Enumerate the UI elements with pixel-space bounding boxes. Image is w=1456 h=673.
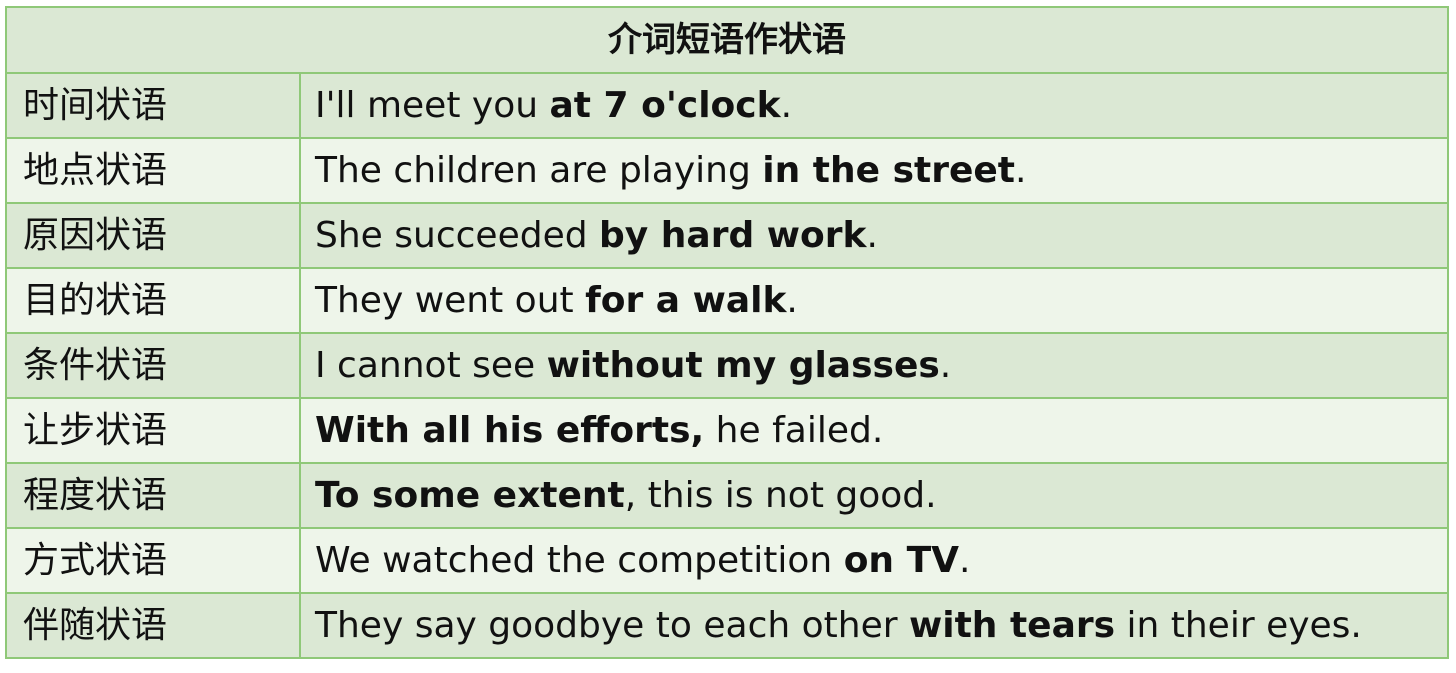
- table-row: 条件状语 I cannot see without my glasses.: [5, 332, 1449, 399]
- row-sentence: They went out for a walk.: [299, 267, 1449, 334]
- sentence-text: .: [866, 215, 878, 256]
- sentence-text: .: [959, 540, 971, 581]
- sentence-text: .: [1015, 150, 1027, 191]
- sentence-text: We watched the competition: [315, 540, 844, 581]
- table-row: 地点状语 The children are playing in the str…: [5, 137, 1449, 204]
- sentence-phrase: without my glasses: [546, 345, 940, 386]
- sentence-phrase: at 7 o'clock: [549, 85, 781, 126]
- table-row: 时间状语 I'll meet you at 7 o'clock.: [5, 72, 1449, 139]
- sentence-phrase: with tears: [908, 605, 1116, 646]
- sentence-text: I cannot see: [315, 345, 547, 386]
- sentence-phrase: by hard work: [599, 215, 867, 256]
- row-label: 条件状语: [5, 332, 301, 399]
- row-sentence: With all his efforts, he failed.: [299, 397, 1449, 464]
- sentence-text: .: [939, 345, 952, 386]
- table-row: 方式状语 We watched the competition on TV.: [5, 527, 1449, 594]
- sentence-text: in their eyes.: [1115, 605, 1362, 646]
- sentence-text: .: [780, 85, 793, 126]
- row-sentence: I cannot see without my glasses.: [299, 332, 1449, 399]
- row-sentence: To some extent, this is not good.: [299, 462, 1449, 529]
- sentence-phrase: With all his efforts,: [315, 410, 705, 451]
- row-sentence: They say goodbye to each other with tear…: [299, 592, 1449, 659]
- adverbial-table: 介词短语作状语 时间状语 I'll meet you at 7 o'clock.…: [5, 6, 1449, 659]
- sentence-phrase: To some extent: [315, 475, 625, 516]
- row-sentence: She succeeded by hard work.: [299, 202, 1449, 269]
- table-title: 介词短语作状语: [5, 6, 1449, 74]
- row-label: 目的状语: [5, 267, 301, 334]
- sentence-phrase: on TV: [843, 540, 959, 581]
- table-row: 伴随状语 They say goodbye to each other with…: [5, 592, 1449, 659]
- row-label: 伴随状语: [5, 592, 301, 659]
- row-label: 原因状语: [5, 202, 301, 269]
- row-sentence: I'll meet you at 7 o'clock.: [299, 72, 1449, 139]
- table-row: 原因状语 She succeeded by hard work.: [5, 202, 1449, 269]
- sentence-text: They went out: [315, 280, 586, 321]
- row-label: 让步状语: [5, 397, 301, 464]
- row-sentence: We watched the competition on TV.: [299, 527, 1449, 594]
- row-label: 程度状语: [5, 462, 301, 529]
- adverbial-table-container: 介词短语作状语 时间状语 I'll meet you at 7 o'clock.…: [5, 6, 1449, 659]
- sentence-text: She succeeded: [315, 215, 600, 256]
- sentence-text: he failed.: [704, 410, 884, 451]
- sentence-text: , this is not good.: [624, 475, 937, 516]
- row-label: 时间状语: [5, 72, 301, 139]
- table-row: 程度状语 To some extent, this is not good.: [5, 462, 1449, 529]
- sentence-text: I'll meet you: [315, 85, 550, 126]
- sentence-phrase: in the street: [762, 150, 1016, 191]
- row-label: 方式状语: [5, 527, 301, 594]
- sentence-text: .: [786, 280, 798, 321]
- table-row: 让步状语 With all his efforts, he failed.: [5, 397, 1449, 464]
- sentence-text: They say goodbye to each other: [315, 605, 909, 646]
- sentence-text: The children are playing: [315, 150, 763, 191]
- table-row: 目的状语 They went out for a walk.: [5, 267, 1449, 334]
- row-sentence: The children are playing in the street.: [299, 137, 1449, 204]
- row-label: 地点状语: [5, 137, 301, 204]
- sentence-phrase: for a walk: [585, 280, 787, 321]
- table-header-row: 介词短语作状语: [5, 6, 1449, 74]
